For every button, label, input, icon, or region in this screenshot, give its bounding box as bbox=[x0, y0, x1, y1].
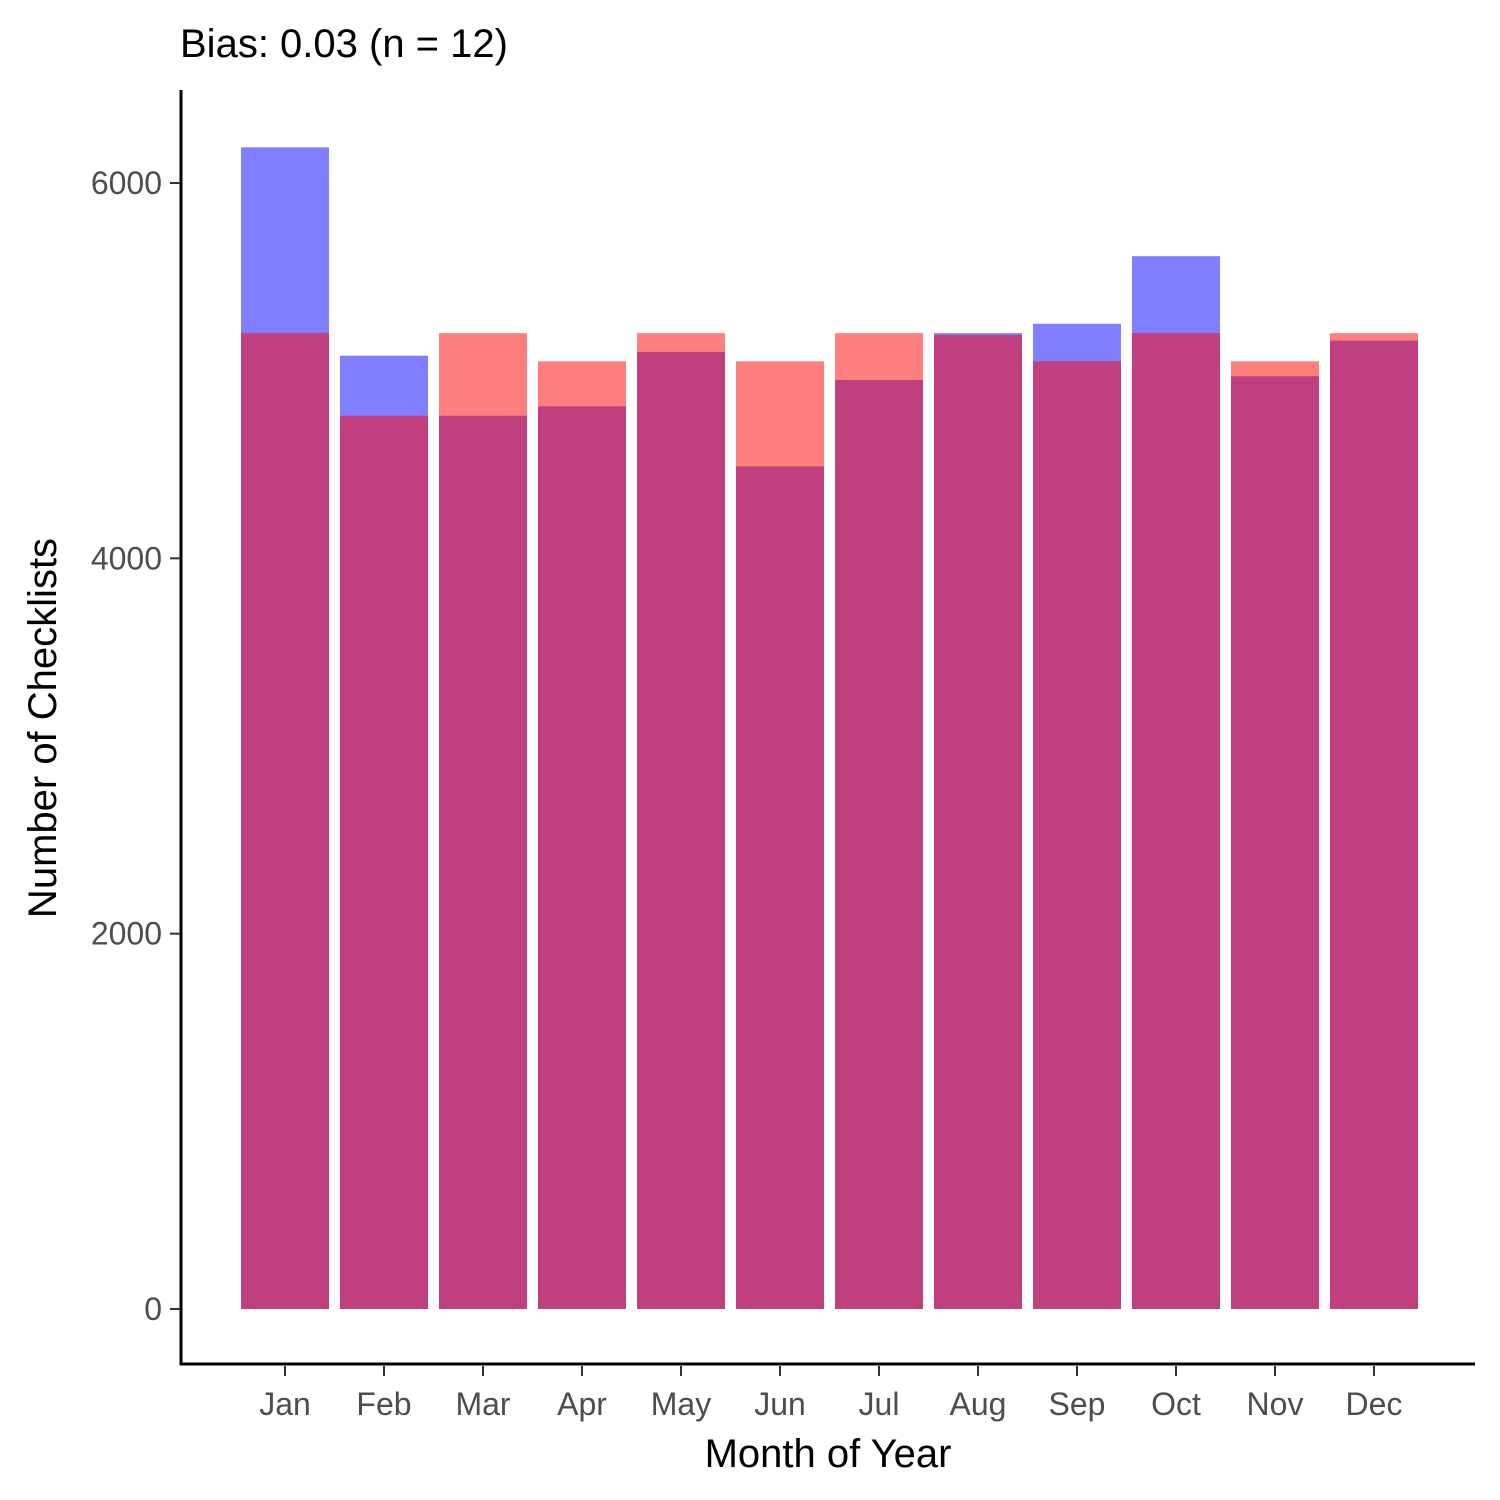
bar-series2-may bbox=[637, 333, 725, 1310]
x-tick-label-jul: Jul bbox=[859, 1386, 900, 1422]
bar-series2-dec bbox=[1330, 333, 1418, 1310]
x-tick-label-nov: Nov bbox=[1247, 1386, 1304, 1422]
y-tick-label: 0 bbox=[144, 1291, 162, 1327]
x-tick-label-apr: Apr bbox=[557, 1386, 607, 1422]
x-tick-label-may: May bbox=[651, 1386, 711, 1422]
x-tick-label-jun: Jun bbox=[754, 1386, 806, 1422]
x-tick-label-mar: Mar bbox=[455, 1386, 510, 1422]
bar-series2-feb bbox=[340, 415, 428, 1309]
bar-series2-jun bbox=[736, 361, 824, 1309]
bar-series2-apr bbox=[538, 361, 626, 1309]
y-tick-label: 4000 bbox=[91, 540, 162, 576]
x-ticks: Jan Feb Mar Apr May Jun Jul Aug Sep Oct Nov Dec bbox=[259, 1366, 1402, 1422]
bar-series2-aug bbox=[934, 335, 1022, 1309]
bar-series2-jan bbox=[241, 333, 329, 1310]
bar-series2-nov bbox=[1231, 361, 1319, 1309]
bar-series2-mar bbox=[439, 333, 527, 1310]
bar-series2-sep bbox=[1033, 361, 1121, 1309]
x-tick-label-sep: Sep bbox=[1049, 1386, 1106, 1422]
y-ticks: 0 2000 4000 6000 bbox=[91, 165, 180, 1327]
bar-series2-jul bbox=[835, 333, 923, 1310]
x-axis-title: Month of Year bbox=[705, 1432, 952, 1476]
y-axis-title: Number of Checklists bbox=[21, 538, 65, 918]
chart-title: Bias: 0.03 (n = 12) bbox=[180, 22, 508, 66]
y-tick-label: 2000 bbox=[91, 916, 162, 952]
bars-layer bbox=[241, 147, 1418, 1310]
x-tick-label-jan: Jan bbox=[259, 1386, 311, 1422]
x-tick-label-feb: Feb bbox=[356, 1386, 411, 1422]
x-tick-label-oct: Oct bbox=[1151, 1386, 1201, 1422]
bar-series2-oct bbox=[1132, 333, 1220, 1310]
y-tick-label: 6000 bbox=[91, 165, 162, 201]
x-tick-label-aug: Aug bbox=[950, 1386, 1007, 1422]
x-tick-label-dec: Dec bbox=[1346, 1386, 1403, 1422]
